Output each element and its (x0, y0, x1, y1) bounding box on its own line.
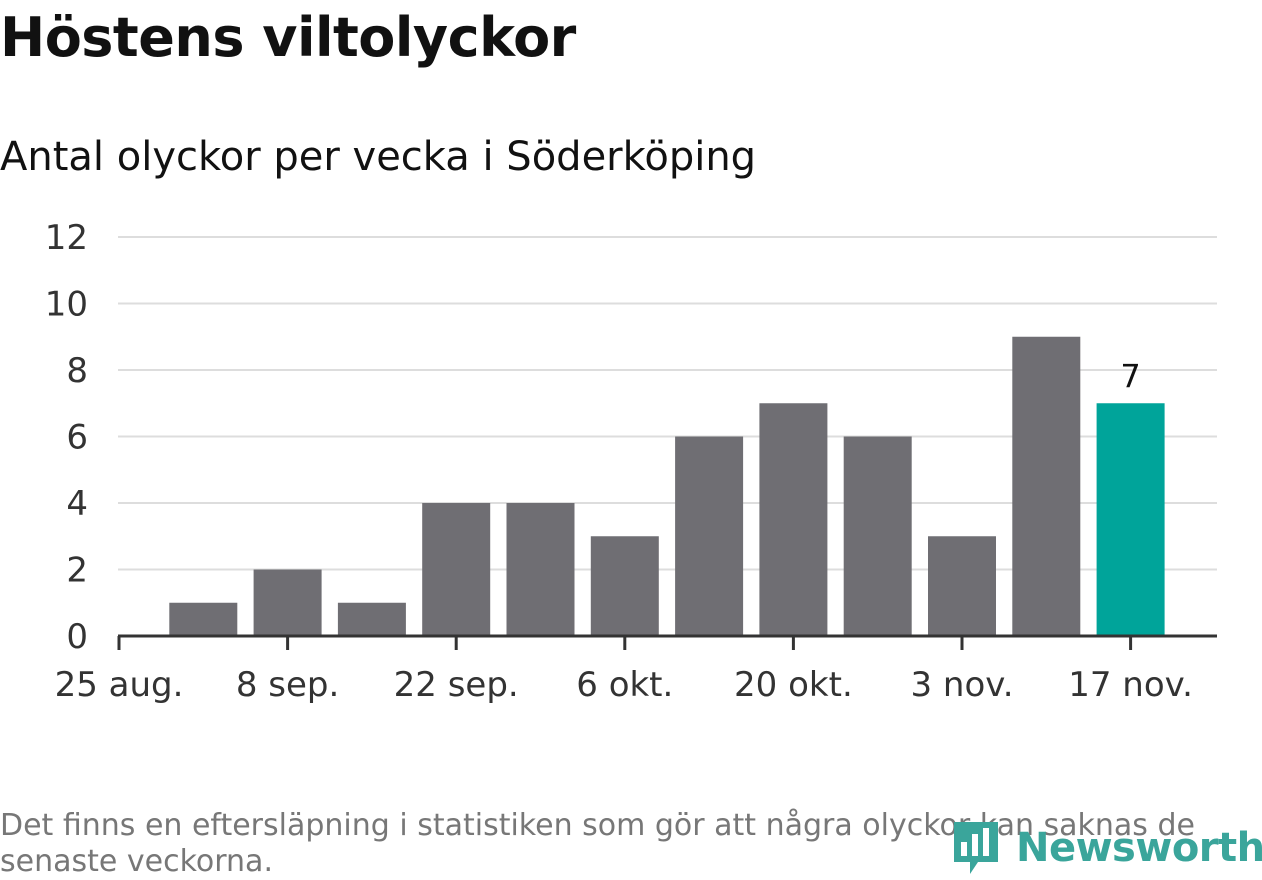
bar (843, 436, 912, 636)
x-tick-label: 20 okt. (734, 665, 853, 705)
x-tick-label: 3 nov. (910, 665, 1013, 705)
x-axis-ticks: 25 aug. 8 sep. 22 sep. 6 okt. 20 okt. 3 nov. 1… (55, 636, 1193, 705)
data-label: 7 (1120, 357, 1140, 395)
bar (506, 503, 575, 636)
bar (169, 602, 238, 636)
x-tick-label: 6 okt. (576, 665, 673, 705)
bar (928, 536, 996, 636)
x-tick-label: 25 aug. (55, 665, 184, 705)
bar (253, 569, 322, 636)
bar-chart: 0 2 4 6 8 10 12 25 aug. 8 sep. 22 sep. 6 okt. 20 o… (45, 218, 1217, 705)
y-tick-label: 8 (66, 351, 88, 391)
x-tick-label: 17 nov. (1068, 665, 1193, 705)
x-tick-label: 8 sep. (236, 665, 339, 705)
y-tick-label: 4 (66, 484, 88, 524)
y-tick-label: 0 (66, 617, 88, 657)
bars (169, 336, 1165, 636)
brand-logo: Newsworthy (950, 818, 1262, 878)
bar (422, 503, 491, 636)
y-axis-ticks: 0 2 4 6 8 10 12 (45, 218, 88, 657)
y-tick-label: 12 (45, 218, 88, 258)
chart-title: Höstens viltolyckor (0, 6, 576, 69)
y-tick-label: 2 (66, 551, 88, 591)
brand-name: Newsworthy (1016, 825, 1262, 871)
bar (675, 436, 744, 636)
bar (759, 403, 828, 636)
x-tick-label: 22 sep. (394, 665, 519, 705)
bar (590, 536, 659, 636)
bar (1096, 403, 1165, 636)
chart-subtitle: Antal olyckor per vecka i Söderköping (0, 134, 757, 180)
data-labels: 7 (1120, 357, 1140, 395)
bar (1012, 336, 1081, 636)
bar (337, 602, 406, 636)
newsworthy-logo-icon (954, 822, 998, 874)
y-tick-label: 6 (66, 418, 88, 458)
y-tick-label: 10 (45, 285, 88, 325)
